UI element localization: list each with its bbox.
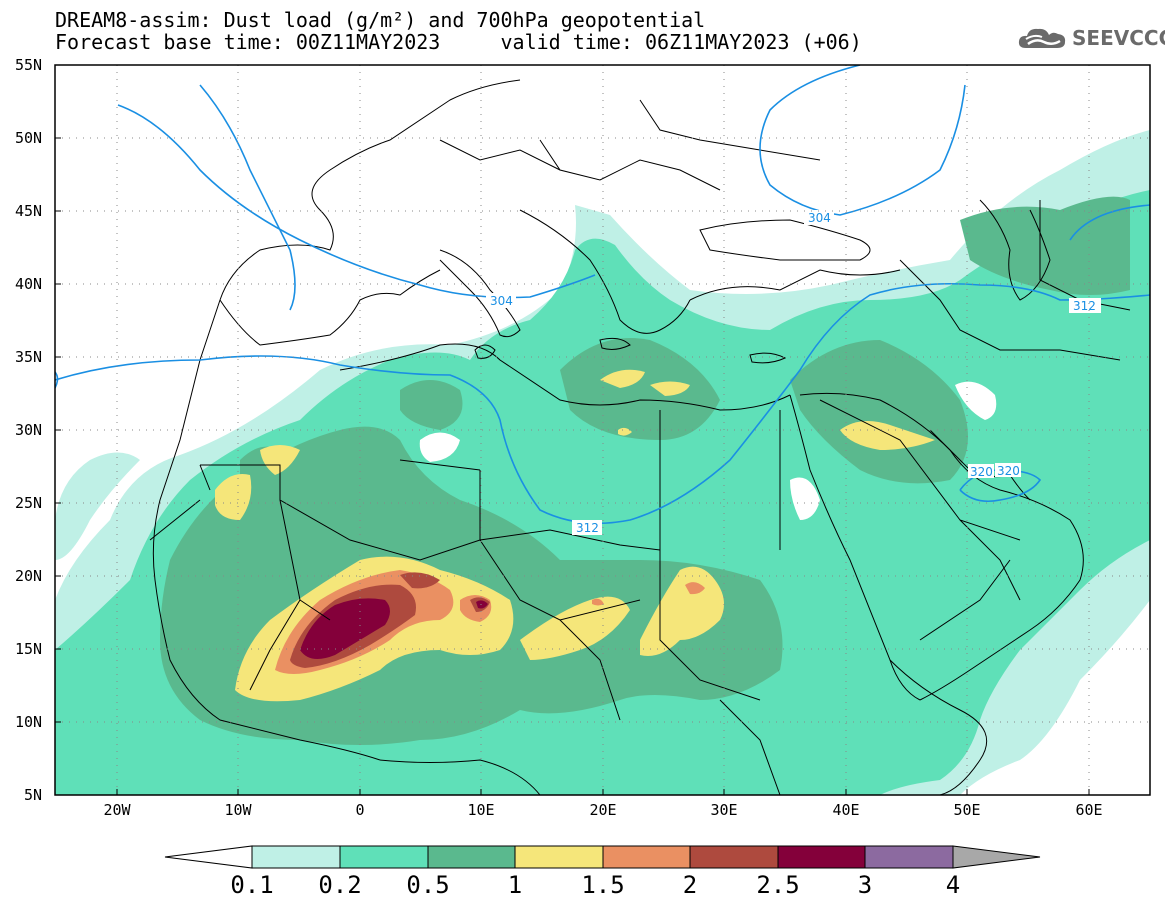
contour-312 <box>55 282 1150 525</box>
contour-304-east <box>759 65 966 216</box>
colorbar-bin <box>864 845 954 869</box>
lon-label: 50E <box>953 801 980 819</box>
colorbar-bin <box>602 845 691 869</box>
lat-label: 35N <box>15 348 42 366</box>
contour-label: 304 <box>808 211 831 225</box>
map-title: DREAM8-assim: Dust load (g/m²) and 700hP… <box>55 8 706 32</box>
lon-label: 10E <box>467 801 494 819</box>
contour-labels: 304 304 312 312 320 320 <box>486 210 1101 535</box>
lat-label: 45N <box>15 202 42 220</box>
colorbar-low-arrow <box>164 845 253 869</box>
colorbar-label: 0.1 <box>230 871 273 899</box>
contour-label: 312 <box>576 521 599 535</box>
lat-label: 40N <box>15 275 42 293</box>
logo-text: SEEVCCC <box>1072 26 1165 50</box>
colorbar-label: 3 <box>858 871 872 899</box>
colorbar-bin <box>251 845 341 869</box>
lat-label: 5N <box>24 786 42 804</box>
colorbar-label: 0.2 <box>318 871 361 899</box>
lat-label: 15N <box>15 640 42 658</box>
lon-label: 30E <box>710 801 737 819</box>
colorbar-label: 2 <box>683 871 697 899</box>
colorbar-bin <box>777 845 866 869</box>
contour-304-west <box>117 104 596 299</box>
map-subtitle: Forecast base time: 00Z11MAY2023 valid t… <box>55 30 862 54</box>
lon-label: 20W <box>103 801 131 819</box>
cloud-icon <box>1018 28 1066 48</box>
latitude-labels: 55N 50N 45N 40N 35N 30N 25N 20N 15N 10N … <box>15 56 42 804</box>
lon-label: 10W <box>224 801 252 819</box>
contour-label: 320 <box>970 465 993 479</box>
lon-label: 0 <box>355 801 364 819</box>
lon-label: 40E <box>832 801 859 819</box>
longitude-labels: 20W 10W 0 10E 20E 30E 40E 50E 60E <box>103 801 1102 819</box>
colorbar-bin <box>514 845 604 869</box>
dust-level-7 <box>300 598 488 659</box>
colorbar-label: 2.5 <box>756 871 799 899</box>
contour-304-west-inner <box>199 84 296 311</box>
lon-label: 60E <box>1075 801 1102 819</box>
lat-label: 30N <box>15 421 42 439</box>
colorbar-label: 1 <box>508 871 522 899</box>
colorbar-bin <box>427 845 516 869</box>
colorbar-label: 1.5 <box>581 871 624 899</box>
contour-label: 320 <box>997 464 1020 478</box>
colorbar-label: 4 <box>946 871 960 899</box>
colorbar-high-arrow <box>952 845 1041 869</box>
lat-label: 10N <box>15 713 42 731</box>
colorbar-bin <box>339 845 429 869</box>
colorbar: 0.1 0.2 0.5 1 1.5 2 2.5 3 4 <box>164 845 1041 899</box>
colorbar-label: 0.5 <box>406 871 449 899</box>
coastlines <box>149 79 1131 795</box>
seevccc-logo: SEEVCCC <box>1016 24 1165 52</box>
geopotential-contours <box>55 65 1150 525</box>
contour-312-north <box>1069 204 1150 241</box>
tick-marks <box>55 64 1090 795</box>
contour-label: 304 <box>490 294 513 308</box>
lat-label: 50N <box>15 129 42 147</box>
graticule <box>55 65 1150 795</box>
dust-clear-patches <box>419 381 997 520</box>
lon-label: 20E <box>589 801 616 819</box>
colorbar-bin <box>689 845 779 869</box>
lat-label: 55N <box>15 56 42 74</box>
lat-label: 25N <box>15 494 42 512</box>
contour-label: 312 <box>1073 299 1096 313</box>
lat-label: 20N <box>15 567 42 585</box>
